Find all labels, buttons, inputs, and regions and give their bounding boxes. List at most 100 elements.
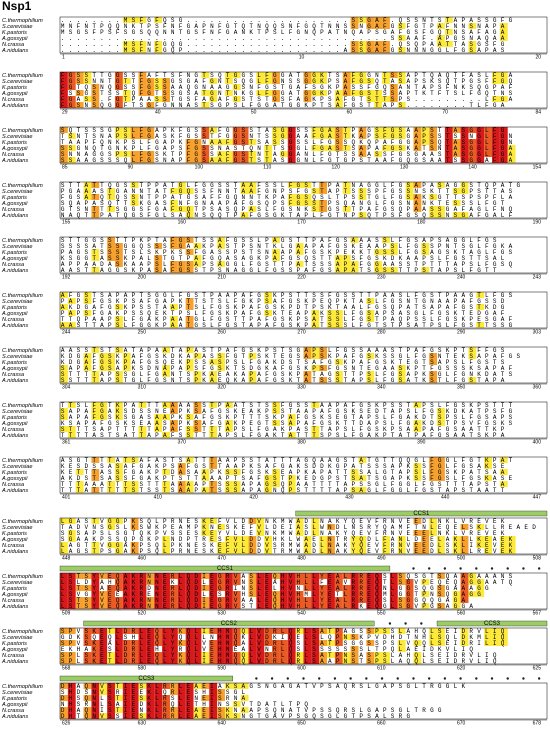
residue-shade bbox=[499, 145, 508, 151]
residue-shade bbox=[303, 646, 312, 652]
residue-shade bbox=[146, 579, 155, 585]
residue-shade bbox=[114, 243, 123, 249]
residue-shade bbox=[154, 652, 163, 658]
residue-shade bbox=[468, 139, 477, 145]
residue-shade bbox=[240, 695, 249, 701]
residue-shade bbox=[240, 542, 249, 548]
residue-shade bbox=[209, 658, 218, 664]
residue-shade bbox=[138, 585, 147, 591]
species-name: A.nidulans bbox=[1, 268, 28, 274]
residue-shade bbox=[382, 23, 390, 29]
residue-shade bbox=[122, 591, 131, 597]
heptad-dot bbox=[380, 677, 384, 680]
residue-shade bbox=[334, 267, 343, 273]
species-name: A.gossypii bbox=[1, 146, 28, 152]
residue-shade bbox=[138, 573, 147, 579]
residue-shade bbox=[492, 78, 500, 84]
residue-shade bbox=[413, 469, 422, 475]
residue-shade bbox=[154, 255, 163, 261]
residue-shade bbox=[83, 353, 92, 359]
residue-shade bbox=[91, 408, 100, 414]
residue-shade bbox=[499, 139, 508, 145]
residue-shade bbox=[122, 151, 131, 157]
residue-shade bbox=[185, 591, 194, 597]
residue-shade bbox=[421, 243, 430, 249]
residue-shade bbox=[421, 542, 430, 548]
residue-shade bbox=[209, 371, 218, 377]
residue-shade bbox=[114, 96, 123, 102]
residue-shade bbox=[162, 90, 170, 96]
residue-shade bbox=[350, 536, 359, 542]
residue-shade bbox=[60, 640, 68, 646]
residue-shade bbox=[287, 640, 296, 646]
residue-shade bbox=[311, 316, 320, 322]
sequence: MNFNTPQQNKTPSFNFGAPNFGTQTNQQSNFGQTNNSSNG… bbox=[61, 23, 505, 30]
residue-shade bbox=[303, 353, 312, 359]
residue-shade bbox=[91, 402, 100, 408]
residue-shade bbox=[256, 640, 265, 646]
residue-shade bbox=[311, 127, 320, 133]
residue-shade bbox=[60, 408, 68, 414]
residue-shade bbox=[382, 628, 390, 634]
residue-shade bbox=[185, 139, 194, 145]
residue-shade bbox=[327, 548, 335, 554]
residue-shade bbox=[60, 78, 68, 84]
residue-shade bbox=[114, 695, 123, 701]
residue-shade bbox=[67, 713, 76, 719]
sequence: STTATTQGSSTPPATGLFGGSSTAAFSSLFGSTTPATNAG… bbox=[61, 182, 521, 189]
residue-shade bbox=[201, 475, 210, 481]
residue-shade bbox=[484, 548, 493, 554]
ruler-label: 10 bbox=[299, 54, 305, 60]
ruler-label: 430 bbox=[345, 494, 354, 500]
residue-shade bbox=[311, 646, 320, 652]
species-name: N.crassa bbox=[2, 42, 24, 48]
ruler-label: 400 bbox=[533, 439, 542, 445]
residue-shade bbox=[484, 151, 493, 157]
residue-shade bbox=[224, 487, 233, 493]
residue-shade bbox=[169, 652, 178, 658]
species-name: S.cerevisiae bbox=[2, 525, 32, 531]
residue-shade bbox=[319, 640, 328, 646]
residue-shade bbox=[342, 206, 351, 212]
residue-shade bbox=[130, 573, 139, 579]
residue-shade bbox=[193, 151, 202, 157]
residue-shade bbox=[67, 426, 76, 432]
residue-shade bbox=[193, 646, 202, 652]
heptad-dot bbox=[522, 567, 525, 570]
residue-shade bbox=[342, 188, 351, 194]
residue-shade bbox=[209, 96, 218, 102]
residue-shade bbox=[405, 188, 414, 194]
ruler-label: 626 bbox=[62, 720, 71, 726]
residue-shade bbox=[91, 469, 100, 475]
residue-shade bbox=[177, 579, 186, 585]
heptad-dot bbox=[475, 677, 478, 680]
residue-shade bbox=[272, 420, 280, 426]
residue-shade bbox=[240, 127, 249, 133]
residue-shade bbox=[437, 212, 445, 218]
residue-shade bbox=[217, 151, 225, 157]
residue-shade bbox=[492, 127, 500, 133]
residue-shade bbox=[138, 78, 147, 84]
residue-shade bbox=[256, 585, 265, 591]
residue-shade bbox=[107, 194, 115, 200]
residue-shade bbox=[429, 469, 438, 475]
residue-shade bbox=[248, 585, 257, 591]
residue-shade bbox=[374, 90, 383, 96]
residue-shade bbox=[60, 145, 68, 151]
residue-shade bbox=[232, 652, 241, 658]
residue-shade bbox=[138, 579, 147, 585]
residue-shade bbox=[232, 127, 241, 133]
ruler-label: 625 bbox=[533, 665, 542, 671]
residue-shade bbox=[287, 127, 296, 133]
residue-shade bbox=[185, 267, 194, 273]
residue-shade bbox=[169, 658, 178, 664]
residue-shade bbox=[264, 573, 273, 579]
residue-shade bbox=[114, 133, 123, 139]
residue-shade bbox=[83, 96, 92, 102]
residue-shade bbox=[319, 90, 328, 96]
block-frame bbox=[59, 627, 548, 665]
residue-shade bbox=[248, 658, 257, 664]
residue-shade bbox=[507, 145, 516, 151]
residue-shade bbox=[319, 603, 328, 609]
residue-shade bbox=[60, 322, 68, 328]
